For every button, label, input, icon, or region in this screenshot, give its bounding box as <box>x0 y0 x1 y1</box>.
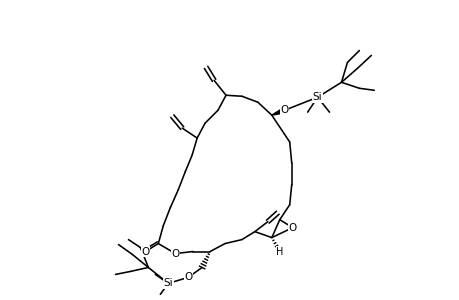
Text: O: O <box>288 223 296 232</box>
Text: O: O <box>280 105 288 115</box>
Polygon shape <box>271 108 285 115</box>
Text: Si: Si <box>163 278 173 288</box>
Text: O: O <box>141 247 149 256</box>
Text: O: O <box>184 272 192 282</box>
Text: H: H <box>275 247 283 256</box>
Text: Si: Si <box>312 92 322 102</box>
Text: O: O <box>171 248 179 259</box>
